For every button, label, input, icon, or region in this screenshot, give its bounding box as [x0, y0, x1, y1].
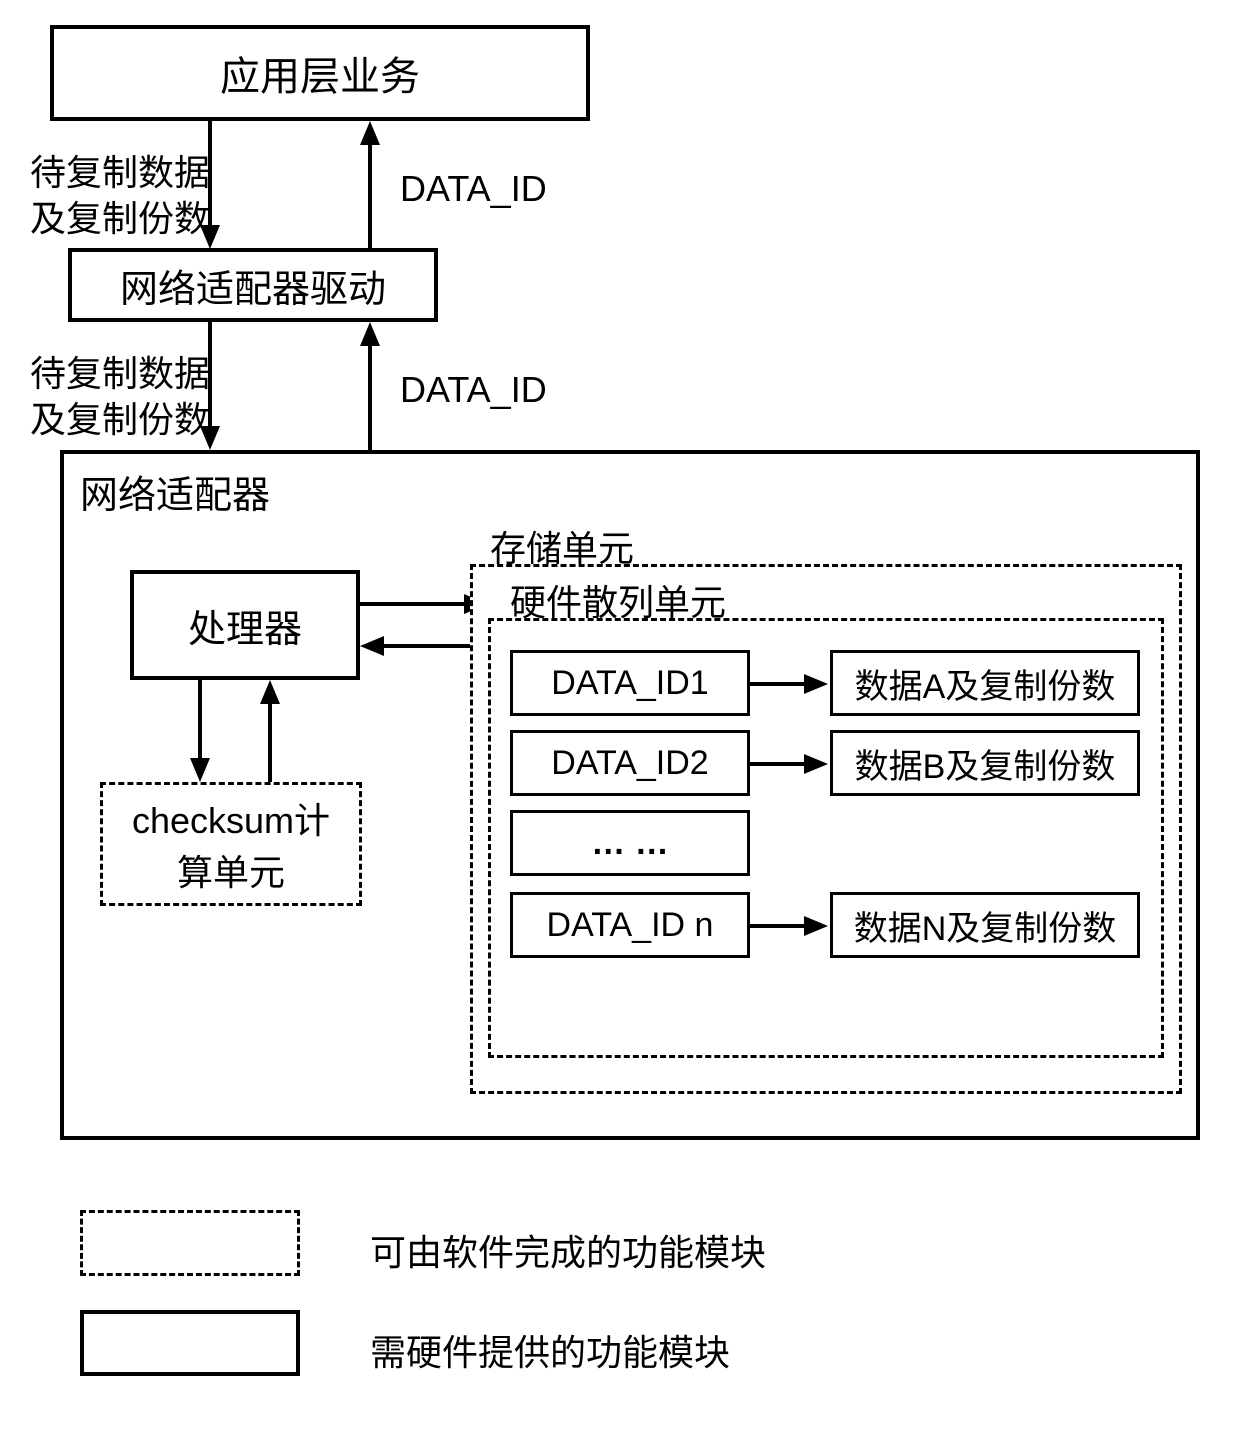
arrow-row4 — [750, 916, 830, 936]
label-left-1a: 待复制数据 — [30, 144, 210, 196]
hash-id-4: DATA_ID n — [510, 892, 750, 958]
hash-data-4: 数据N及复制份数 — [830, 892, 1140, 958]
processor-label: 处理器 — [188, 598, 302, 653]
hash-id-2: DATA_ID2 — [510, 730, 750, 796]
processor-box: 处理器 — [130, 570, 360, 680]
arrow-proc-to-checksum — [190, 680, 220, 784]
label-right-2: DATA_ID — [400, 369, 547, 411]
label-left-1b: 及复制份数 — [30, 190, 210, 242]
app-layer-label: 应用层业务 — [220, 44, 420, 102]
arrow-driver-to-app-up — [360, 121, 390, 251]
label-left-2a: 待复制数据 — [30, 345, 210, 397]
hash-id-3: … … — [510, 810, 750, 876]
legend-soft-box — [80, 1210, 300, 1276]
driver-box: 网络适配器驱动 — [68, 248, 438, 322]
legend-hard-box — [80, 1310, 300, 1376]
app-layer-box: 应用层业务 — [50, 25, 590, 121]
arrow-row1 — [750, 674, 830, 694]
label-left-2b: 及复制份数 — [30, 391, 210, 443]
hash-data-2: 数据B及复制份数 — [830, 730, 1140, 796]
hash-data-1: 数据A及复制份数 — [830, 650, 1140, 716]
legend-hard-label: 需硬件提供的功能模块 — [370, 1324, 730, 1376]
arrow-adapter-to-driver-up — [360, 322, 390, 452]
checksum-line2: 算单元 — [177, 844, 285, 896]
checksum-line1: checksum计 — [132, 792, 330, 844]
arrow-checksum-to-proc — [260, 680, 290, 784]
arrow-row2 — [750, 754, 830, 774]
label-right-1: DATA_ID — [400, 168, 547, 210]
diagram-canvas: 应用层业务 待复制数据 及复制份数 DATA_ID 网络适配器驱动 待复制数据 … — [0, 0, 1240, 1455]
hash-id-1: DATA_ID1 — [510, 650, 750, 716]
driver-label: 网络适配器驱动 — [120, 258, 386, 313]
adapter-title: 网络适配器 — [80, 464, 270, 519]
legend-soft-label: 可由软件完成的功能模块 — [370, 1224, 766, 1276]
checksum-box: checksum计 算单元 — [100, 782, 362, 906]
